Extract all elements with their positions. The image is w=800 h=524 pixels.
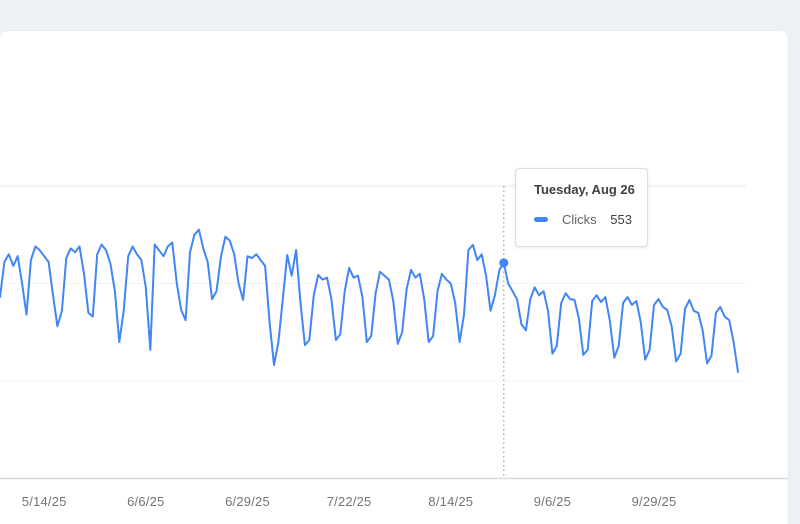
clicks-series-dash-icon [534, 217, 548, 222]
tooltip-series-label: Clicks [562, 212, 597, 227]
selected-point-marker[interactable] [499, 258, 509, 268]
chart-tooltip: Tuesday, Aug 26 Clicks 553 [515, 168, 648, 247]
clicks-series-line [0, 228, 739, 373]
tooltip-date-title: Tuesday, Aug 26 [534, 182, 635, 197]
tooltip-series-value: 553 [610, 212, 632, 227]
tooltip-clicks-row: Clicks 553 [534, 212, 632, 227]
performance-chart-card [0, 31, 788, 524]
